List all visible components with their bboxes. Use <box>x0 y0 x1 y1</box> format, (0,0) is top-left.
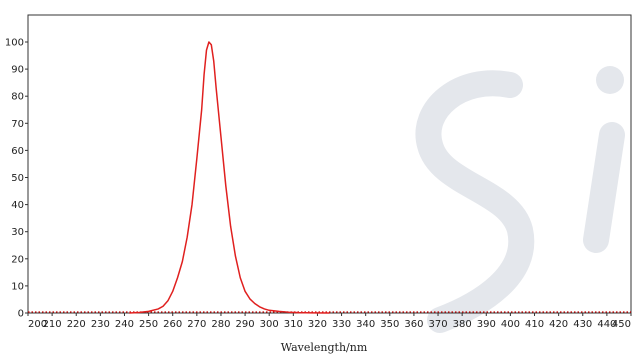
x-tick-label: 250 <box>139 319 158 330</box>
y-tick-label: 80 <box>11 92 24 103</box>
x-axis-label: Wavelength/nm <box>281 341 368 354</box>
watermark-logo <box>415 66 625 333</box>
x-tick-label: 300 <box>260 319 279 330</box>
y-tick-label: 0 <box>18 309 24 320</box>
watermark-i-dot <box>596 66 624 94</box>
x-tick-label: 370 <box>428 319 447 330</box>
x-tick-label: 220 <box>67 319 86 330</box>
x-tick-label: 390 <box>477 319 496 330</box>
x-tick-label: 330 <box>332 319 351 330</box>
y-tick-label: 60 <box>11 146 24 157</box>
y-tick-label: 30 <box>11 227 24 238</box>
watermark-i-stroke <box>583 122 625 253</box>
x-tick-label: 380 <box>453 319 472 330</box>
x-tick-label: 230 <box>91 319 110 330</box>
x-tick-label: 210 <box>43 319 62 330</box>
x-tick-label: 430 <box>573 319 592 330</box>
y-tick-label: 10 <box>11 281 24 292</box>
watermark-s-stroke <box>415 70 535 333</box>
x-tick-label: 450 <box>612 319 631 330</box>
x-tick-label: 420 <box>549 319 568 330</box>
y-tick-label: 90 <box>11 65 24 76</box>
x-tick-label: 280 <box>211 319 230 330</box>
y-tick-label: 50 <box>11 173 24 184</box>
x-tick-label: 240 <box>115 319 134 330</box>
x-tick-label: 200 <box>28 319 47 330</box>
series-line <box>129 41 330 314</box>
x-tick-label: 320 <box>308 319 327 330</box>
y-tick-label: 70 <box>11 119 24 130</box>
x-tick-label: 360 <box>404 319 423 330</box>
y-axis: 0 10 20 30 40 50 60 70 80 90 100 <box>5 38 28 320</box>
x-tick-label: 350 <box>380 319 399 330</box>
x-tick-label: 290 <box>236 319 255 330</box>
y-tick-label: 100 <box>5 38 24 49</box>
x-tick-label: 340 <box>356 319 375 330</box>
x-tick-label: 410 <box>525 319 544 330</box>
x-tick-label: 260 <box>163 319 182 330</box>
x-tick-label: 270 <box>187 319 206 330</box>
y-tick-label: 40 <box>11 200 24 211</box>
plot-area-frame <box>27 14 632 314</box>
x-tick-label: 440 <box>597 319 616 330</box>
x-tick-label: 400 <box>501 319 520 330</box>
x-tick-label: 310 <box>284 319 303 330</box>
y-tick-label: 20 <box>11 254 24 265</box>
